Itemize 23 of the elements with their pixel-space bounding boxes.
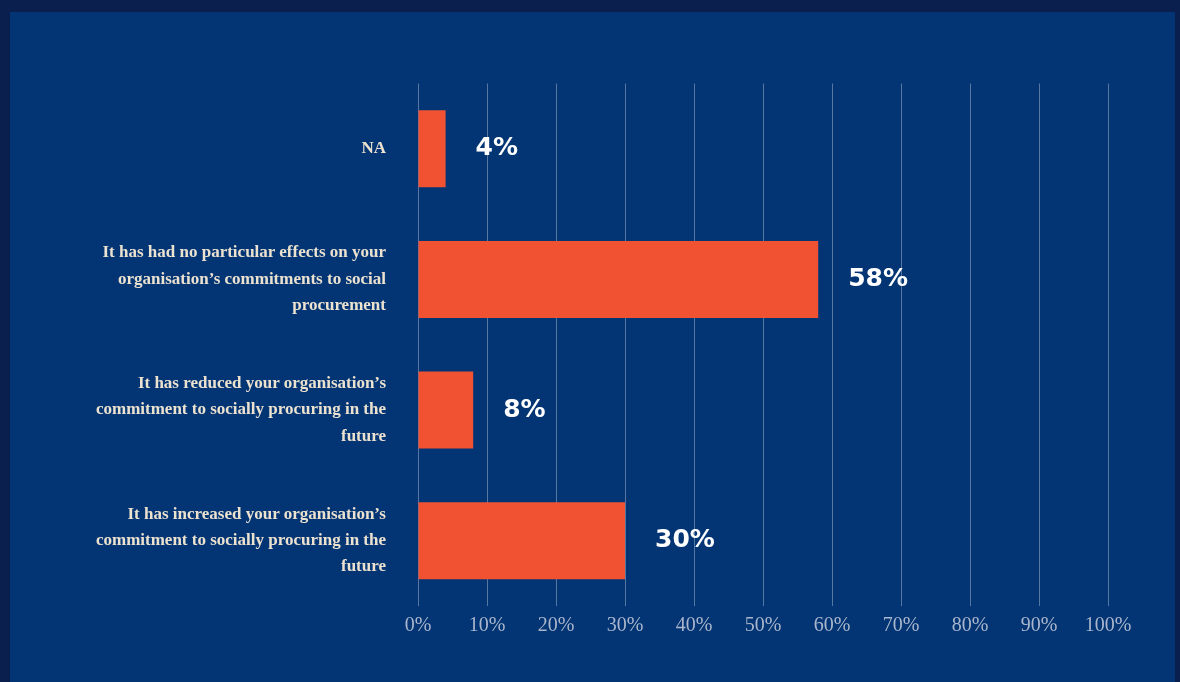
y-tick-label: It has had no particular effects on your organisation’s commitments to social procurement [102,242,387,315]
x-tick-label: 20% [537,613,575,636]
bar [418,240,819,318]
x-tick-label: 30% [606,613,644,636]
x-tick-label: 40% [675,613,713,636]
x-tick-label: 90% [1020,613,1058,636]
bar [418,502,625,580]
bar [418,110,446,188]
y-tick-label: NA [361,138,387,158]
x-tick-label: 80% [951,613,989,636]
x-tick-label: 100% [1084,613,1132,636]
x-tick-label: 70% [882,613,920,636]
x-tick-label: 0% [404,613,432,636]
data-label: 4% [475,132,519,162]
bar [418,371,474,449]
data-label: 30% [655,524,715,554]
data-label: 58% [848,262,909,292]
x-tick-label: 10% [468,613,506,636]
y-tick-label: It has reduced your organisation’s commitment to socially procuring in the future [95,373,387,445]
data-label: 8% [503,393,546,423]
x-tick-label: 50% [744,613,782,636]
x-tick-label: 60% [813,613,851,636]
y-tick-label: It has increased your organisation’s commitment to socially procuring in the future [95,503,387,576]
